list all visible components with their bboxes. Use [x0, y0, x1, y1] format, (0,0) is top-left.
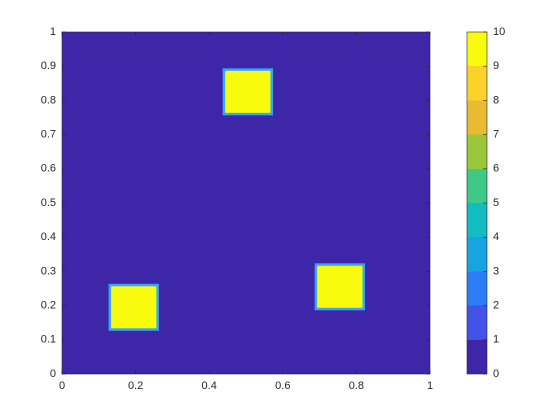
x-tick-label: 0.4: [202, 380, 217, 392]
colorbar-tick-label: 6: [493, 163, 499, 175]
y-tick-label: 0.1: [41, 334, 56, 346]
colorbar-tick-label: 2: [493, 300, 499, 312]
y-tick-label: 0: [50, 368, 56, 380]
y-tick-label: 0.6: [41, 163, 56, 175]
x-tick-label: 0.2: [128, 380, 143, 392]
colorbar-tick-label: 8: [493, 94, 499, 106]
y-tick-label: 0.4: [41, 231, 56, 243]
colorbar-tick-label: 7: [493, 129, 499, 141]
colorbar-tick-label: 10: [493, 26, 505, 38]
y-tick-label: 0.5: [41, 197, 56, 209]
cell-block: [314, 263, 366, 311]
y-tick-label: 0.7: [41, 129, 56, 141]
x-tick-label: 0.8: [349, 380, 364, 392]
y-tick-label: 0.2: [41, 300, 56, 312]
y-tick-label: 0.3: [41, 265, 56, 277]
colorbar-tick-label: 0: [493, 368, 499, 380]
colorbar-tick-label: 1: [493, 334, 499, 346]
colorbar-tick-label: 4: [493, 231, 499, 243]
y-tick-label: 0.9: [41, 60, 56, 72]
y-tick-label: 1: [50, 26, 56, 38]
cell-block: [222, 68, 274, 116]
x-tick-label: 0.6: [275, 380, 290, 392]
cell-block: [108, 283, 159, 331]
x-tick-label: 1: [427, 380, 433, 392]
x-tick-label: 0: [59, 380, 65, 392]
colorbar-tick-label: 9: [493, 60, 499, 72]
colorbar-tick-label: 3: [493, 265, 499, 277]
colorbar-tick-label: 5: [493, 197, 499, 209]
y-tick-label: 0.8: [41, 94, 56, 106]
